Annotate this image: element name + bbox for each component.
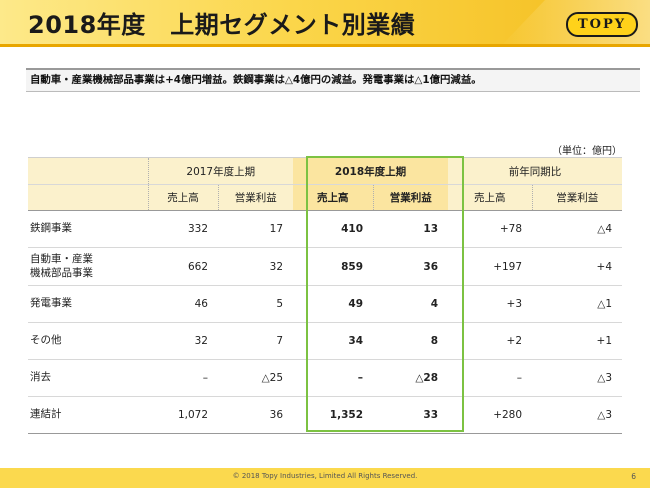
cell-value: △4: [532, 210, 623, 248]
table-row: 発電事業 46 5 49 4 +3 △1: [28, 285, 623, 323]
unit-label: （単位：億円）: [552, 146, 622, 157]
copyright-text: © 2018 Topy Industries, Limited All Righ…: [232, 472, 418, 480]
cell-value: +4: [532, 247, 623, 286]
topy-logo: TOPY: [566, 12, 638, 37]
sub-header-row: 売上高 営業利益 売上高 営業利益 売上高 営業利益: [28, 184, 623, 211]
subheader-profit: 営業利益: [217, 184, 294, 211]
cell-value: –: [293, 359, 374, 397]
cell-value: +1: [532, 322, 623, 360]
corner-cell-2: [28, 184, 148, 211]
cell-value: △25: [218, 359, 294, 397]
row-label: 鉄鋼事業: [28, 210, 148, 248]
group-header-2017: 2017年度上期: [147, 157, 294, 185]
subheader-sales: 売上高: [448, 184, 533, 211]
row-label: 自動車・産業 機械部品事業: [28, 247, 148, 286]
cell-value: +78: [448, 210, 533, 248]
corner-cell: [28, 157, 148, 185]
group-header-2018: 2018年度上期: [293, 157, 449, 185]
group-header-yoy: 前年同期比: [448, 157, 623, 185]
cell-value: 4: [373, 285, 449, 323]
cell-value: 859: [293, 247, 374, 286]
cell-value: +2: [448, 322, 533, 360]
cell-value: △3: [532, 359, 623, 397]
cell-value: 33: [373, 396, 449, 434]
cell-value: –: [148, 359, 218, 397]
cell-value: 49: [293, 285, 374, 323]
summary-banner: 自動車・産業機械部品事業は+4億円増益。鉄鋼事業は△4億円の減益。発電事業は△1…: [26, 68, 640, 92]
cell-value: 13: [373, 210, 449, 248]
slide-footer: © 2018 Topy Industries, Limited All Righ…: [0, 468, 650, 488]
cell-value: 36: [218, 396, 294, 434]
subheader-profit: 営業利益: [372, 184, 449, 211]
table-row: 連結計 1,072 36 1,352 33 +280 △3: [28, 396, 623, 434]
subheader-sales: 売上高: [293, 184, 374, 211]
cell-value: △28: [373, 359, 449, 397]
cell-value: 46: [148, 285, 218, 323]
slide-title: 2018年度 上期セグメント別業績: [28, 11, 416, 39]
row-label: 連結計: [28, 396, 148, 434]
table-row: 自動車・産業 機械部品事業 662 32 859 36 +197 +4: [28, 247, 623, 286]
cell-value: △3: [532, 396, 623, 434]
cell-value: 410: [293, 210, 374, 248]
table-row: 鉄鋼事業 332 17 410 13 +78 △4: [28, 210, 623, 248]
logo-text: TOPY: [577, 17, 627, 32]
cell-value: +197: [448, 247, 533, 286]
cell-value: –: [448, 359, 533, 397]
cell-value: 7: [218, 322, 294, 360]
cell-value: 662: [148, 247, 218, 286]
cell-value: 1,072: [148, 396, 218, 434]
row-label: 発電事業: [28, 285, 148, 323]
cell-value: 32: [148, 322, 218, 360]
cell-value: 34: [293, 322, 374, 360]
table-row: その他 32 7 34 8 +2 +1: [28, 322, 623, 360]
cell-value: 36: [373, 247, 449, 286]
header-underline: [0, 44, 650, 47]
subheader-sales: 売上高: [147, 184, 218, 211]
cell-value: +3: [448, 285, 533, 323]
row-label: その他: [28, 322, 148, 360]
cell-value: 17: [218, 210, 294, 248]
row-label-line1: 自動車・産業: [30, 252, 93, 265]
cell-value: 8: [373, 322, 449, 360]
slide-header: 2018年度 上期セグメント別業績 TOPY: [0, 0, 650, 47]
row-label-line2: 機械部品事業: [30, 266, 93, 279]
subheader-profit: 営業利益: [531, 184, 623, 211]
cell-value: 5: [218, 285, 294, 323]
cell-value: △1: [532, 285, 623, 323]
cell-value: 1,352: [293, 396, 374, 434]
row-label: 消去: [28, 359, 148, 397]
cell-value: +280: [448, 396, 533, 434]
group-header-row: 2017年度上期 2018年度上期 前年同期比: [28, 157, 623, 185]
table-row: 消去 – △25 – △28 – △3: [28, 359, 623, 397]
cell-value: 32: [218, 247, 294, 286]
segment-table: 2017年度上期 2018年度上期 前年同期比 売上高 営業利益 売上高 営業利…: [28, 157, 623, 434]
page-number: 6: [631, 472, 636, 481]
cell-value: 332: [148, 210, 218, 248]
